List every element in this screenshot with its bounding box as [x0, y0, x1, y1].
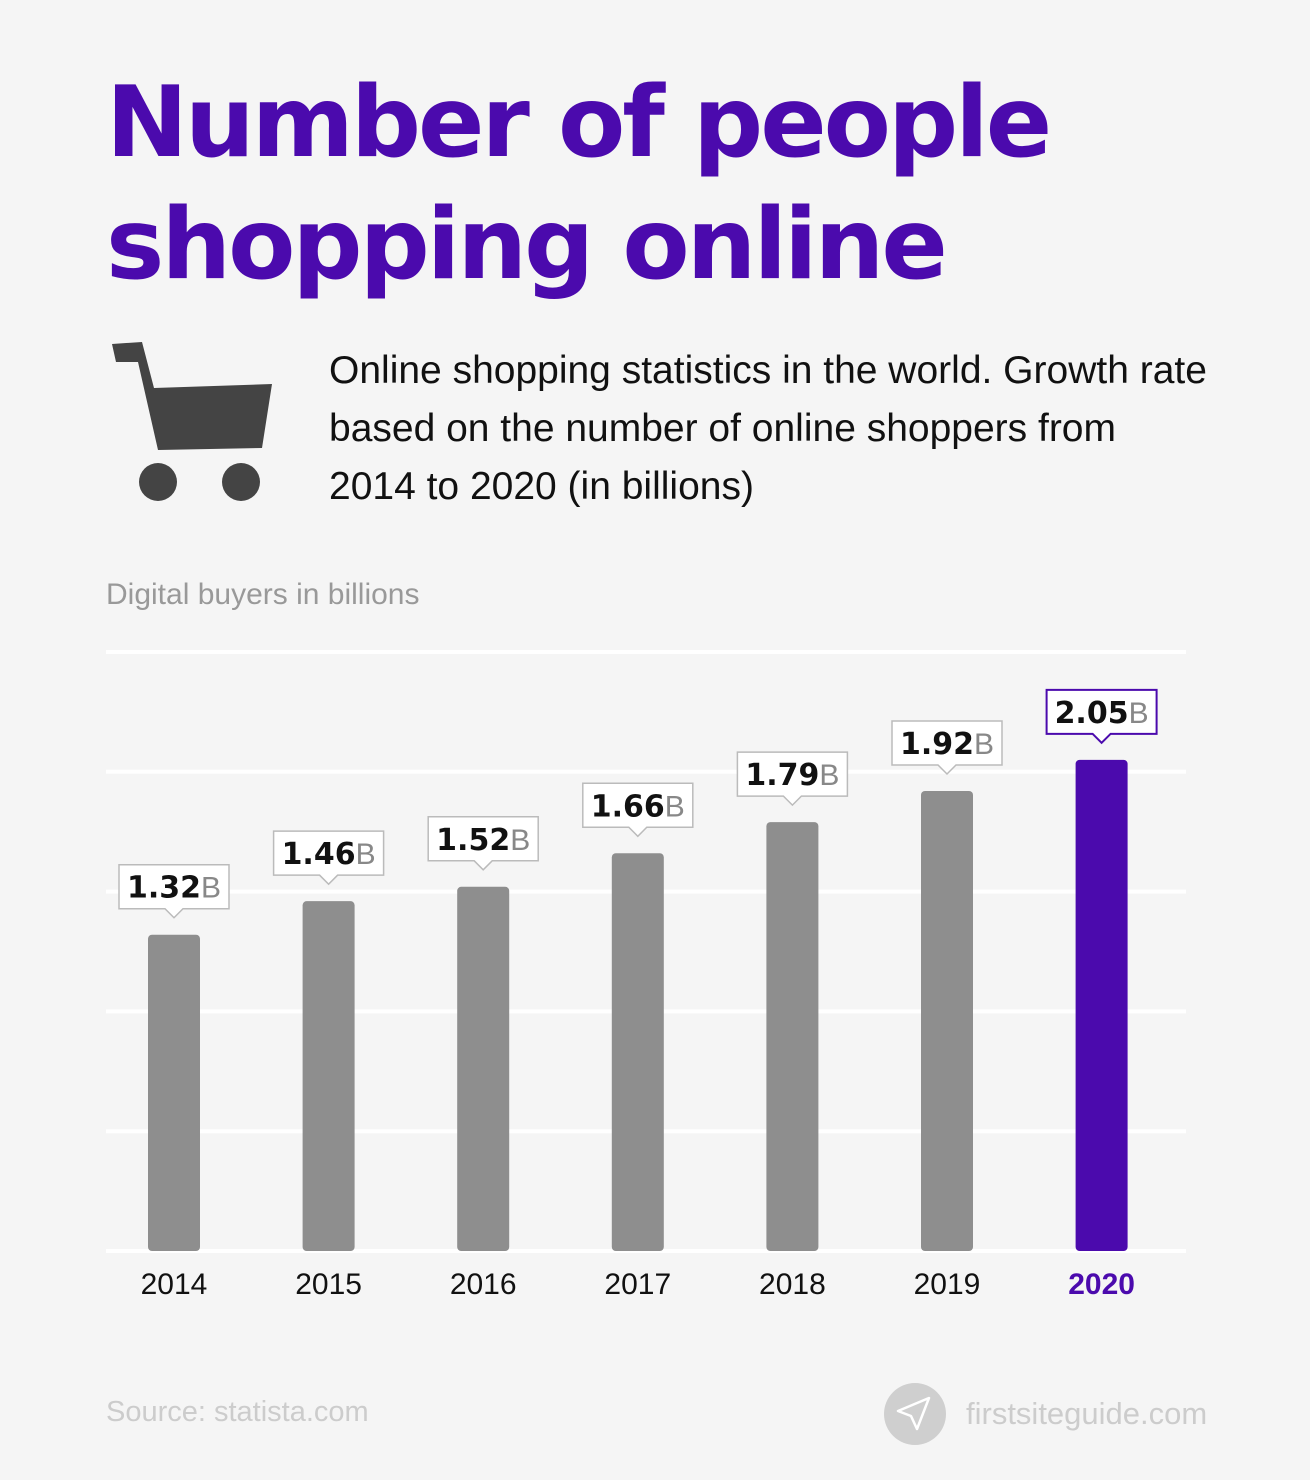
data-label: 1.92B — [900, 727, 994, 762]
data-label-box — [1045, 688, 1158, 745]
data-label: 1.32B — [127, 871, 221, 906]
x-tick-label: 2016 — [450, 1268, 517, 1301]
data-label: 1.46B — [282, 837, 376, 872]
data-label-box — [736, 751, 849, 807]
x-tick-label: 2020 — [1068, 1268, 1135, 1301]
brand[interactable]: firstsiteguide.com — [884, 1383, 1207, 1445]
data-label: 2.05B — [1055, 696, 1149, 731]
bar-2018 — [766, 822, 819, 1251]
bar-2014 — [148, 934, 200, 1251]
x-tick-label: 2018 — [759, 1268, 826, 1301]
page-title: Number of people shopping online — [106, 66, 1052, 302]
x-tick-label: 2019 — [914, 1268, 981, 1301]
data-label-box — [118, 863, 230, 919]
shopping-cart-icon — [112, 342, 272, 501]
bar-2015 — [302, 901, 355, 1251]
x-tick-label: 2017 — [604, 1268, 671, 1301]
x-tick-label: 2015 — [295, 1268, 362, 1301]
y-axis-label: Digital buyers in billions — [106, 578, 420, 611]
data-label: 1.52B — [436, 823, 530, 858]
data-label-box — [582, 782, 694, 838]
bar-2020 — [1075, 759, 1128, 1251]
bar-2016 — [457, 886, 510, 1251]
paper-plane-icon — [884, 1383, 946, 1445]
bar-2017 — [611, 853, 664, 1251]
source-text: Source: statista.com — [106, 1396, 369, 1428]
data-label: 1.79B — [745, 758, 839, 793]
data-label-box — [272, 830, 385, 886]
chart-description: Online shopping statistics in the world.… — [329, 349, 1207, 508]
brand-name: firstsiteguide.com — [966, 1396, 1208, 1431]
data-label-box — [427, 816, 539, 871]
bar-2019 — [921, 790, 973, 1251]
x-tick-label: 2014 — [141, 1268, 208, 1301]
data-label-box — [891, 720, 1003, 776]
data-label: 1.66B — [591, 789, 685, 824]
